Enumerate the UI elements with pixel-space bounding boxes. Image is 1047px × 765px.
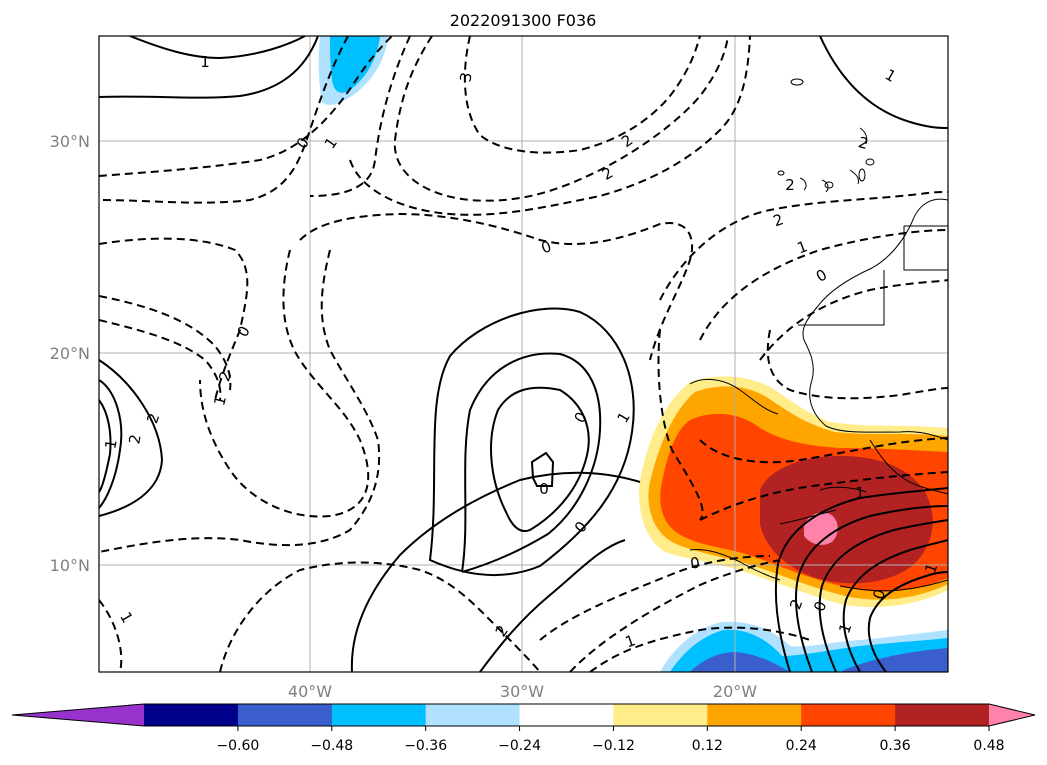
contours-solid xyxy=(99,36,948,672)
colorbar-box xyxy=(237,704,333,726)
contour-label: 2 xyxy=(785,176,795,194)
colorbar-tick-label: −0.60 xyxy=(216,738,259,754)
colorbar-box xyxy=(425,704,521,726)
shaded-field xyxy=(318,36,948,672)
contour-label: 1 xyxy=(200,53,210,71)
colorbar-tick-label: −0.24 xyxy=(498,738,541,754)
contour-label: 0 xyxy=(689,553,702,572)
lat-label-10n: 10°N xyxy=(50,556,90,575)
contour-label: 1 xyxy=(855,484,865,502)
contour-label: 0 xyxy=(539,480,549,498)
colorbar-box xyxy=(519,704,614,726)
contour-label: 0 xyxy=(84,95,103,108)
colorbar-box xyxy=(895,704,990,726)
colorbar-tick-label: −0.12 xyxy=(592,738,635,754)
colorbar-box xyxy=(707,704,802,726)
contour-label: 3 xyxy=(456,71,475,84)
colorbar-box xyxy=(801,704,896,726)
lon-label-30w: 30°W xyxy=(500,682,544,701)
positive-shading-pink xyxy=(804,512,838,545)
negative-shading-south-dark xyxy=(690,648,948,672)
coastlines xyxy=(689,78,948,592)
contours-dashed xyxy=(99,36,948,672)
lat-labels: 30°N 20°N 10°N xyxy=(50,132,90,575)
map-title: 2022091300 F036 xyxy=(450,11,597,30)
lat-label-20n: 20°N xyxy=(50,344,90,363)
contour-label: 1 xyxy=(210,394,230,408)
map-frame xyxy=(98,35,949,673)
colorbar: −0.60 −0.48 −0.36 −0.24 −0.12 0.12 0.24 0.36 0.4… xyxy=(11,703,1036,754)
negative-shading-north xyxy=(330,36,380,93)
colorbar-tick-label: 0.48 xyxy=(973,738,1004,754)
colorbar-extend-low xyxy=(12,704,144,726)
gridlines xyxy=(99,36,948,672)
colorbar-box xyxy=(144,704,239,726)
contour-label: 2 xyxy=(856,133,870,153)
colorbar-extend-high xyxy=(989,704,1035,726)
colorbar-outline xyxy=(11,703,1036,727)
colorbar-tick-label: 0.12 xyxy=(692,738,723,754)
map-panel: 1 0 3 0 1 2 2 0 1 2 2 2 1 0 0 2 1 2 2 1 … xyxy=(84,36,948,672)
colorbar-tick-label: −0.48 xyxy=(310,738,353,754)
colorbar-box xyxy=(331,704,427,726)
contour-label: 2 xyxy=(125,433,144,446)
lon-label-40w: 40°W xyxy=(288,682,332,701)
contour-label: 1 xyxy=(101,438,120,451)
lon-label-20w: 20°W xyxy=(713,682,757,701)
colorbar-tick-label: −0.36 xyxy=(404,738,447,754)
colorbar-box xyxy=(613,704,708,726)
lon-labels: 40°W 30°W 20°W xyxy=(288,682,757,701)
colorbar-tick-label: 0.24 xyxy=(786,738,817,754)
lat-label-30n: 30°N xyxy=(50,132,90,151)
colorbar-tick-label: 0.36 xyxy=(880,738,911,754)
